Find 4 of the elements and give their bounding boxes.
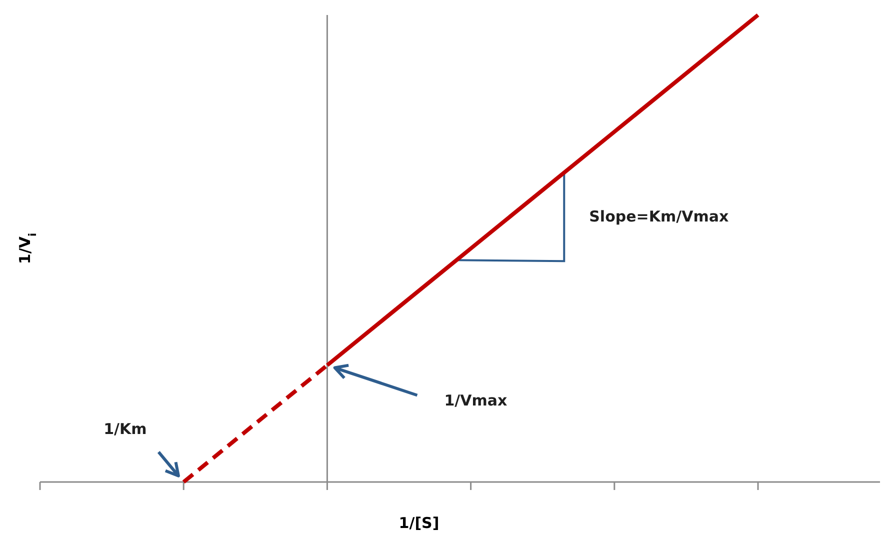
annotation: 1/Km xyxy=(104,420,147,438)
annotation: Slope=Km/Vmax xyxy=(589,207,729,226)
x-axis-title: 1/[S] xyxy=(398,514,440,532)
annotation: 1/Vmax xyxy=(444,391,508,410)
